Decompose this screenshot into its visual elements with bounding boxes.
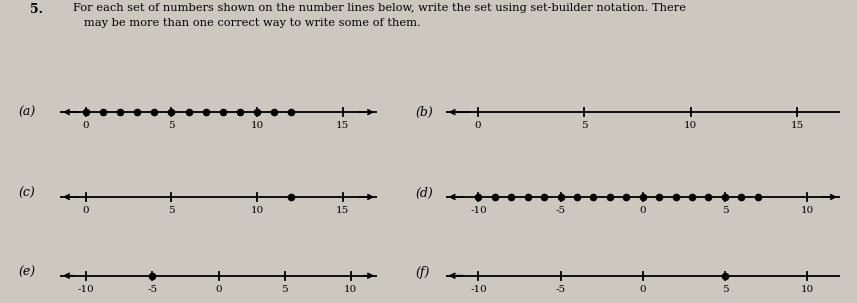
Text: For each set of numbers shown on the number lines below, write the set using set: For each set of numbers shown on the num… (73, 3, 686, 28)
Text: 5: 5 (281, 285, 288, 294)
Text: -5: -5 (555, 285, 566, 294)
Text: 0: 0 (82, 206, 89, 215)
Text: 0: 0 (639, 206, 646, 215)
Text: 15: 15 (791, 121, 804, 130)
Text: 10: 10 (250, 206, 264, 215)
Text: 10: 10 (250, 121, 264, 130)
Text: (d): (d) (416, 188, 434, 200)
Text: (b): (b) (416, 106, 434, 118)
Text: 5: 5 (722, 206, 728, 215)
Text: -10: -10 (470, 206, 487, 215)
Text: 0: 0 (639, 285, 646, 294)
Text: 10: 10 (684, 121, 698, 130)
Text: (e): (e) (19, 266, 36, 279)
Text: 5: 5 (581, 121, 587, 130)
Text: 5.: 5. (30, 3, 43, 16)
Text: -10: -10 (470, 285, 487, 294)
Text: 15: 15 (336, 121, 350, 130)
Text: -5: -5 (555, 206, 566, 215)
Text: 5: 5 (168, 121, 175, 130)
Text: 10: 10 (800, 285, 813, 294)
Text: 0: 0 (474, 121, 481, 130)
Text: 15: 15 (336, 206, 350, 215)
Text: 0: 0 (82, 121, 89, 130)
Text: 5: 5 (722, 285, 728, 294)
Text: -5: -5 (147, 285, 158, 294)
Text: 5: 5 (168, 206, 175, 215)
Text: 0: 0 (215, 285, 222, 294)
Text: (a): (a) (19, 106, 36, 118)
Text: -10: -10 (78, 285, 95, 294)
Text: 10: 10 (800, 206, 813, 215)
Text: (c): (c) (19, 188, 36, 200)
Text: (f): (f) (416, 266, 430, 279)
Text: 10: 10 (344, 285, 357, 294)
